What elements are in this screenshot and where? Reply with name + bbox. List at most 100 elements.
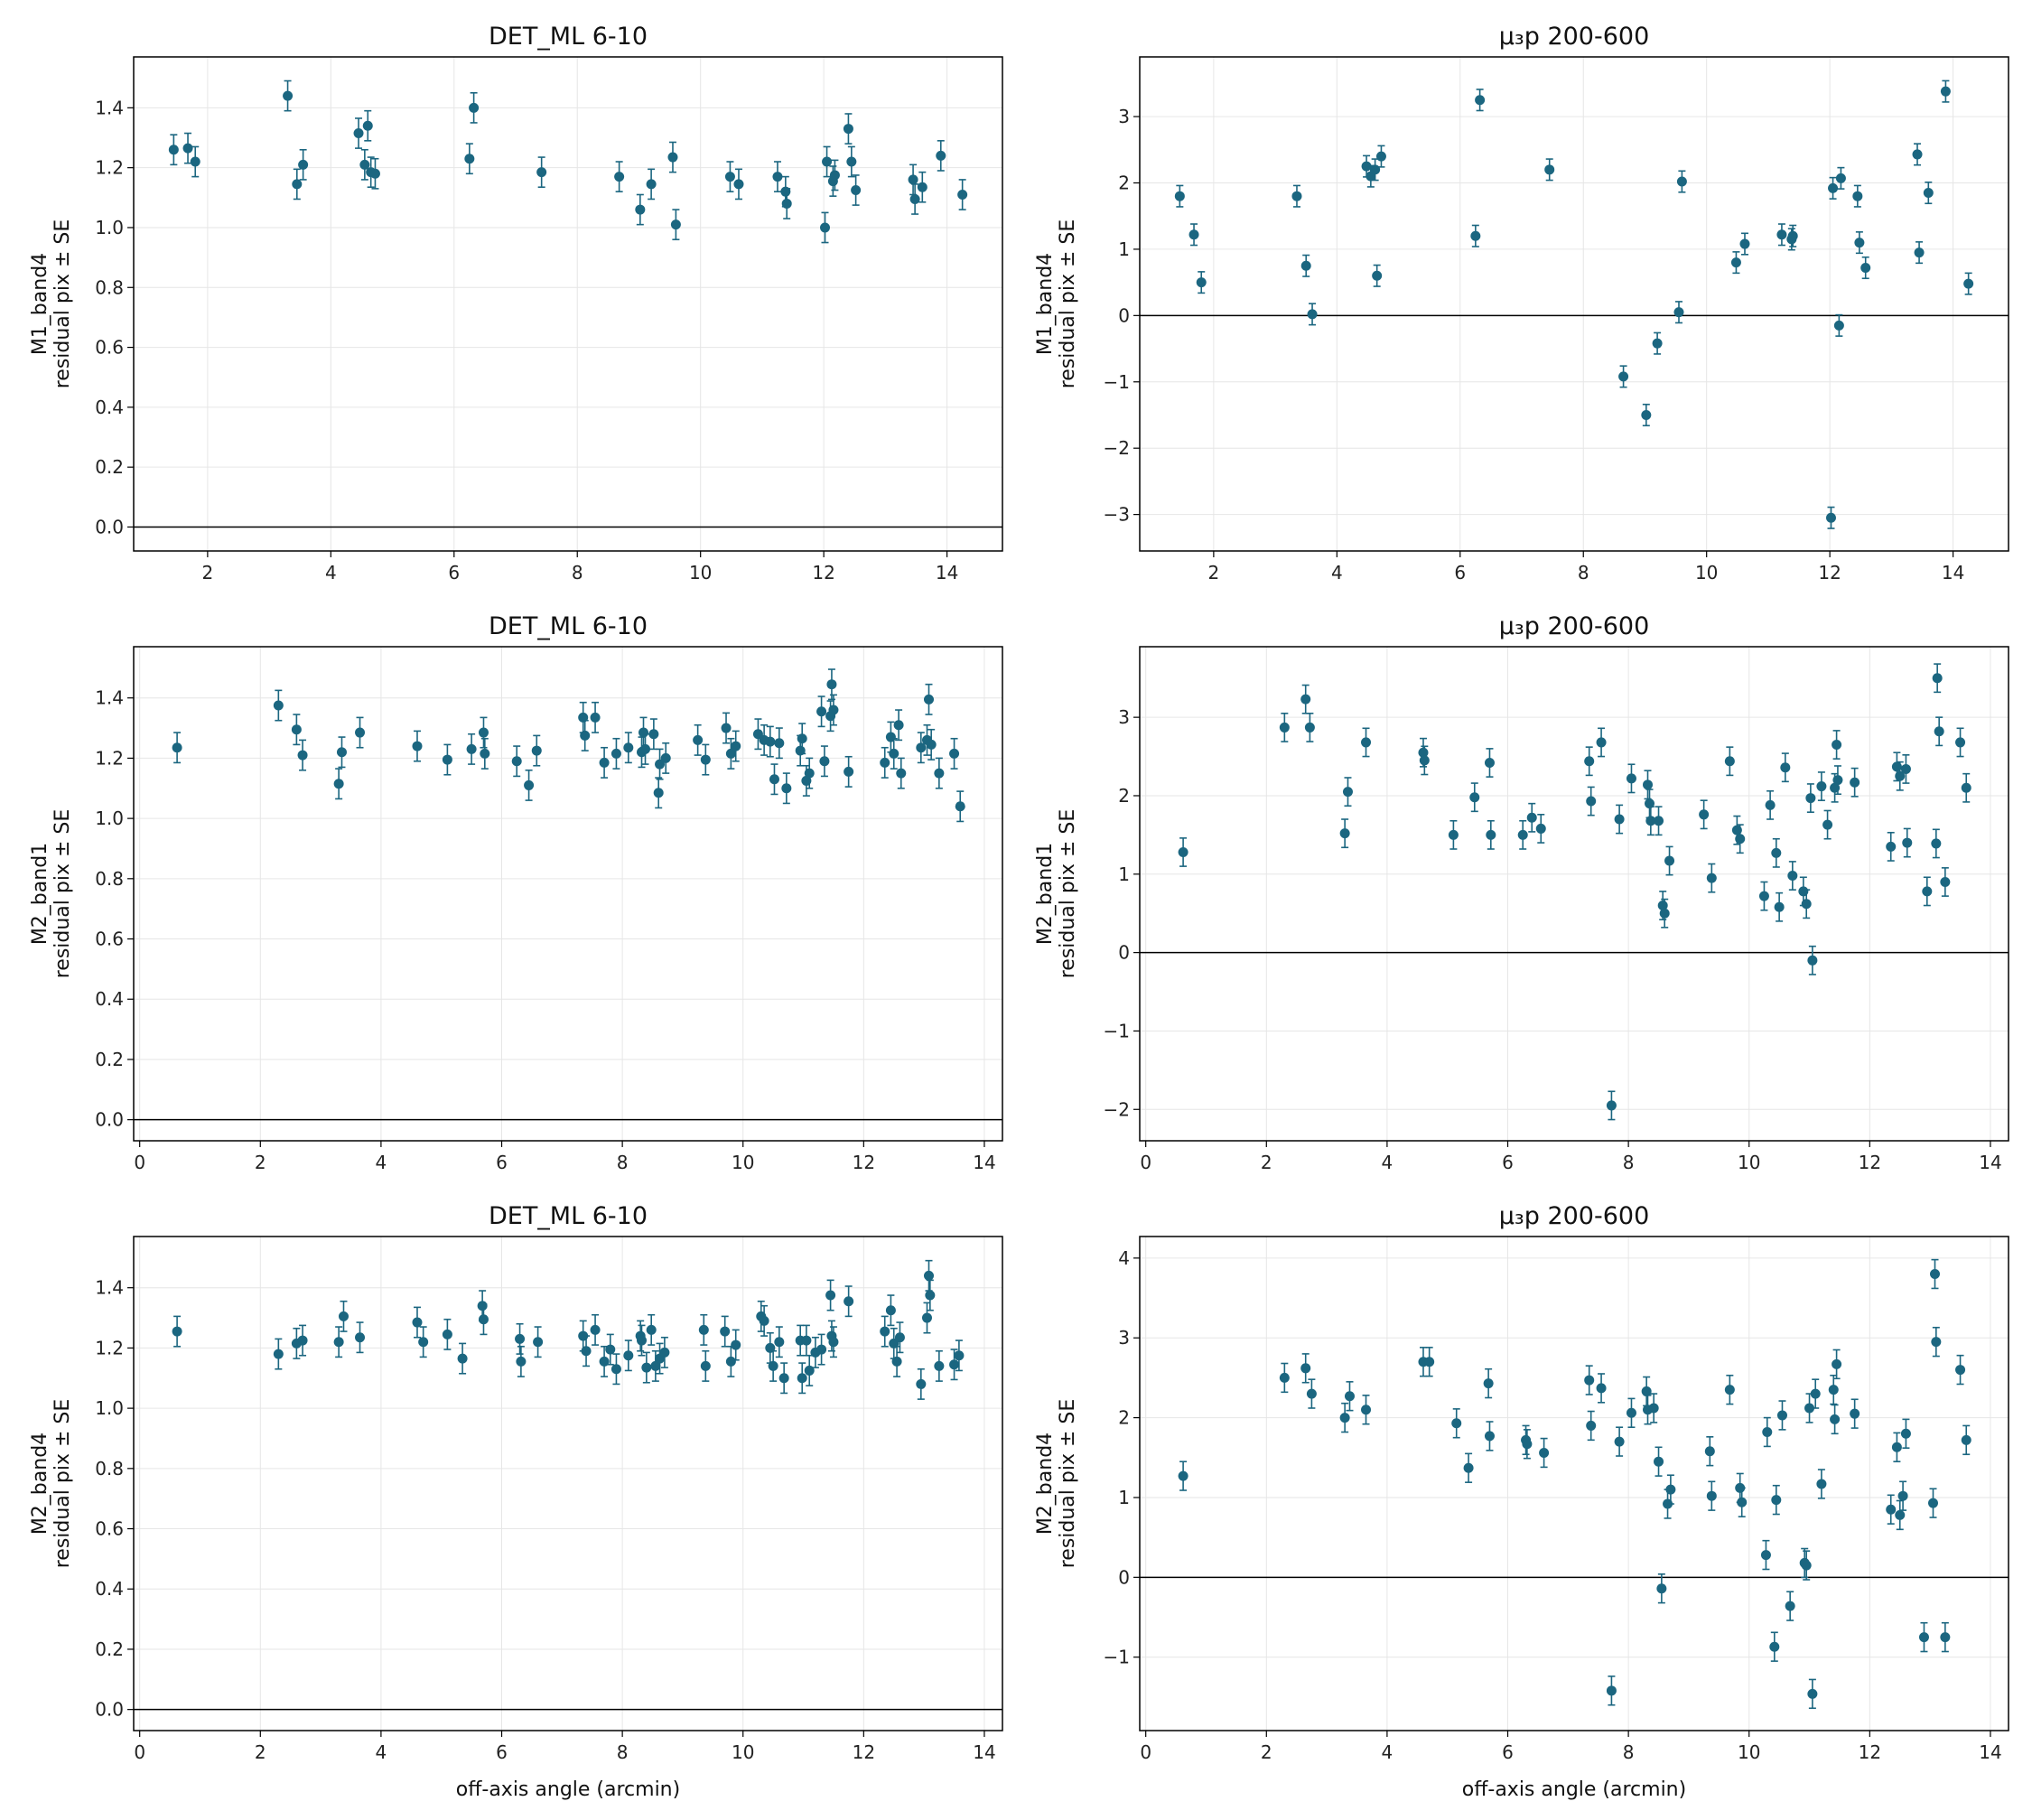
data-point — [1830, 1404, 1841, 1435]
data-point — [653, 777, 664, 809]
data-point — [1306, 1378, 1317, 1409]
data-point — [611, 737, 621, 770]
data-point — [1860, 256, 1871, 280]
point-marker — [1807, 1688, 1818, 1699]
data-point — [1932, 663, 1943, 694]
point-marker — [1584, 1375, 1595, 1386]
point-marker — [1451, 1418, 1462, 1429]
point-marker — [880, 757, 890, 768]
point-marker — [816, 1344, 827, 1355]
data-point — [1934, 716, 1944, 747]
point-marker — [298, 159, 309, 170]
data-point — [297, 739, 308, 771]
point-marker — [1419, 755, 1430, 766]
data-point — [338, 1300, 349, 1332]
point-marker — [1486, 829, 1496, 840]
point-marker — [1535, 823, 1546, 834]
point-marker — [190, 156, 200, 167]
data-point — [1769, 1631, 1780, 1662]
data-point — [1178, 1461, 1188, 1491]
data-point — [1833, 313, 1844, 337]
point-marker — [1483, 1378, 1494, 1389]
data-point — [1963, 272, 1974, 295]
data-point — [693, 723, 704, 756]
point-marker — [605, 1344, 616, 1355]
data-point — [182, 132, 193, 164]
point-marker — [1586, 1420, 1597, 1431]
panel-m2-band1-detml: DET_ML 6-10 0 2 4 6 8 10 12 14 0.0 0.2 0.4 0.6 0.8 1… — [29, 612, 1003, 1173]
point-marker — [590, 712, 601, 723]
x-tick-label: 8 — [1578, 562, 1589, 583]
y-axis-label-1: M1_band4 — [1034, 253, 1057, 355]
data-point — [418, 1326, 429, 1358]
data-point — [362, 109, 373, 142]
y-axis-label-1: M2_band4 — [1034, 1433, 1057, 1535]
y-tick-label: 1.4 — [95, 687, 124, 709]
data-point — [1912, 143, 1923, 166]
point-marker — [172, 1326, 182, 1337]
point-marker — [1769, 1641, 1780, 1652]
data-point — [1424, 1347, 1435, 1377]
data-point — [640, 733, 651, 765]
x-tick-label: 10 — [1738, 1741, 1760, 1763]
y-axis-label-2: residual pix ± SE — [1057, 809, 1079, 979]
data-point — [581, 1335, 592, 1367]
data-point — [955, 790, 965, 823]
data-point — [1940, 1621, 1951, 1653]
point-marker — [1854, 238, 1865, 248]
x-tick-label: 2 — [255, 1152, 266, 1173]
panel-m1-band4-detml: DET_ML 6-10 2 4 6 8 10 12 14 0.0 0.2 0.4 0.6 0.8 1.… — [29, 23, 1003, 583]
data-point — [816, 695, 827, 728]
point-marker — [1370, 164, 1381, 175]
point-marker — [659, 1347, 670, 1358]
point-marker — [1850, 1408, 1860, 1419]
data-point — [1785, 1591, 1795, 1621]
data-point — [1922, 876, 1933, 907]
y-tick-label: −1 — [1104, 1020, 1130, 1041]
data-point — [1787, 224, 1798, 247]
point-marker — [909, 193, 920, 204]
point-marker — [774, 738, 785, 749]
x-tick-label: 2 — [255, 1741, 266, 1763]
x-tick-label: 14 — [1942, 562, 1964, 583]
y-axis-label-1: M1_band4 — [29, 253, 51, 355]
data-point — [646, 168, 657, 201]
x-tick-label: 4 — [1331, 562, 1343, 583]
point-marker — [1656, 1583, 1667, 1594]
point-marker — [1780, 762, 1791, 773]
data-point — [774, 727, 785, 760]
point-marker — [731, 741, 741, 751]
point-marker — [1852, 191, 1863, 201]
data-point — [1699, 799, 1710, 830]
point-marker — [646, 1324, 657, 1335]
x-tick-label: 12 — [812, 562, 834, 583]
y-axis-label-1: M2_band1 — [1034, 843, 1057, 945]
point-marker — [1914, 247, 1925, 258]
data-point — [442, 1318, 452, 1350]
point-marker — [733, 179, 744, 190]
point-marker — [1961, 1434, 1971, 1445]
point-marker — [1470, 230, 1481, 241]
data-point — [1724, 746, 1735, 777]
point-marker — [623, 742, 634, 753]
point-marker — [1801, 1560, 1812, 1571]
point-marker — [925, 1290, 936, 1301]
point-marker — [478, 1314, 489, 1325]
data-point — [768, 1349, 778, 1382]
point-marker — [1418, 747, 1429, 758]
data-point — [1801, 889, 1812, 919]
point-marker — [816, 706, 827, 717]
data-point — [1475, 89, 1486, 112]
y-tick-label: 0.0 — [95, 516, 124, 537]
data-point — [724, 161, 735, 192]
data-point — [283, 79, 294, 112]
point-marker — [333, 1337, 344, 1348]
data-point — [891, 1345, 902, 1377]
point-marker — [1648, 1403, 1659, 1414]
data-point — [1807, 1678, 1818, 1710]
data-point — [954, 1339, 965, 1372]
y-tick-label: 3 — [1118, 1327, 1130, 1349]
point-marker — [954, 1350, 965, 1361]
data-point — [1526, 802, 1537, 833]
